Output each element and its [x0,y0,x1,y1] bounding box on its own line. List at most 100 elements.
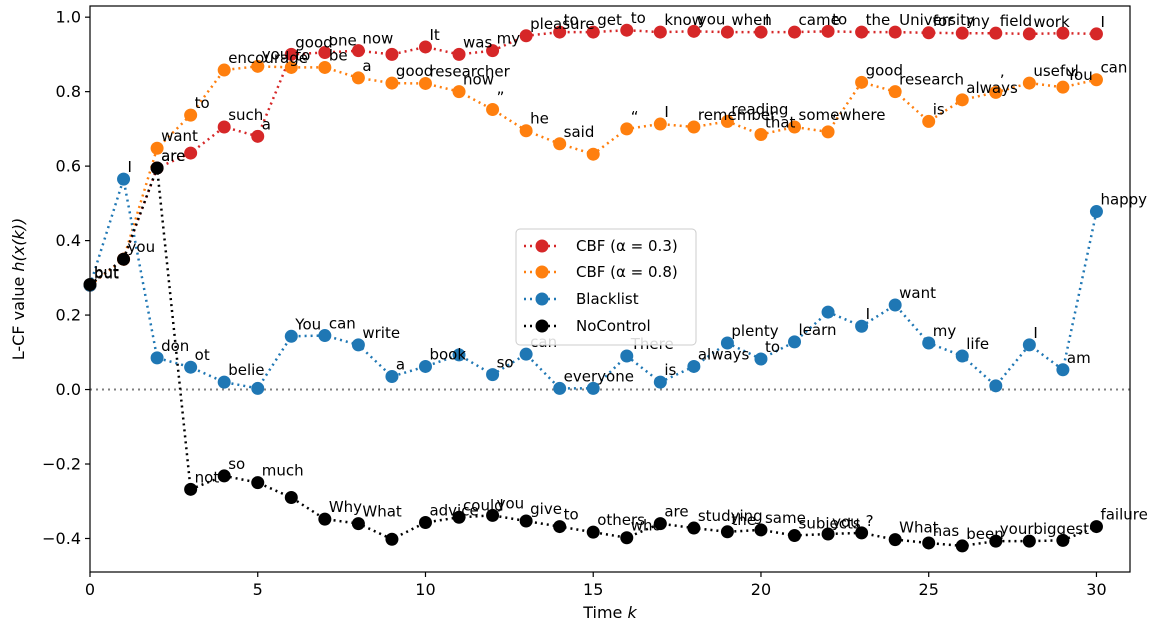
data-point [620,122,634,136]
data-point [553,137,567,151]
legend-entry-cbf-08: CBF (α = 0.8) [524,263,678,281]
data-point [553,520,567,534]
data-point [117,172,131,186]
data-point [989,85,1003,99]
point-word-label: always [966,79,1018,97]
data-point [855,25,869,39]
point-word-label: am [1067,349,1091,367]
data-point [217,375,231,389]
data-point [788,25,802,39]
x-axis-title-text: Time [582,603,627,622]
data-point [1056,26,1070,40]
point-word-label: the [731,511,756,529]
point-word-label: field [1000,12,1032,30]
data-point [217,120,231,134]
data-point [1022,76,1036,90]
point-word-label: subjects [799,515,861,533]
x-axis: 0 5 10 15 20 25 30 [85,572,1107,599]
data-point [653,25,667,39]
data-point [1089,520,1103,534]
point-word-label: I [1033,324,1037,342]
point-word-label: been [966,525,1004,543]
data-point [318,512,332,526]
data-point [553,381,567,395]
data-point [754,352,768,366]
data-point [922,336,936,350]
data-point [452,510,466,524]
y-tick-label: 0.4 [56,231,81,250]
plot-frame [89,5,1131,573]
point-word-label: he [530,110,549,128]
point-word-label: you [832,513,860,531]
data-point [888,298,902,312]
point-word-label: to [195,94,210,112]
data-point [418,515,432,529]
point-word-label: but [94,264,119,282]
data-point [1089,205,1103,219]
data-point [1056,80,1070,94]
data-point [955,26,969,40]
point-word-label: failure [1100,506,1147,524]
x-tick-label: 5 [253,580,263,599]
y-tick-label: −0.4 [42,529,81,548]
y-tick-label: 0.0 [56,380,81,399]
data-point [653,375,667,389]
point-word-label: encourage [228,49,308,67]
legend-label-cbf-08: CBF (α = 0.8) [576,263,678,281]
point-word-label: ’ [1000,71,1005,89]
data-point [955,539,969,553]
data-point [318,329,332,343]
data-point [452,47,466,61]
data-point [821,305,835,319]
point-word-label: remember [698,106,777,124]
point-word-label: pleasure [530,15,595,33]
data-point [888,85,902,99]
data-point [1056,533,1070,547]
data-point [284,47,298,61]
y-axis-title-math: h(x(k)) [9,218,28,272]
y-axis: −0.4 −0.2 0.0 0.2 0.4 0.6 0.8 1.0 [42,8,90,548]
data-point [720,114,734,128]
y-tick-label: −0.2 [42,455,81,474]
point-word-label: be [329,46,348,64]
data-point [486,368,500,382]
data-point [687,359,701,373]
data-point [418,76,432,90]
point-word-label: are [664,503,688,521]
point-word-label: What [362,503,402,521]
data-point [788,120,802,134]
point-word-label: so [497,354,514,372]
legend-label-cbf-03: CBF (α = 0.3) [576,237,678,255]
x-tick-label: 15 [583,580,603,599]
data-point [486,44,500,58]
data-point [519,514,533,528]
data-point [955,93,969,107]
point-word-label: advice [429,501,478,519]
data-point [418,359,432,373]
data-point [385,370,399,384]
y-tick-label: 0.2 [56,306,81,325]
point-word-label: good [396,62,433,80]
data-point [687,521,701,535]
point-word-label: has [933,522,960,540]
data-point [955,349,969,363]
point-word-label: I [1100,13,1104,31]
point-word-label: could [463,496,504,514]
legend-entry-nocontrol: NoControl [524,317,651,335]
data-point [754,25,768,39]
point-word-label: write [362,324,400,342]
legend-marker-blacklist [535,292,549,306]
data-point [519,29,533,43]
point-word-label: but [94,264,119,282]
data-point [519,124,533,138]
data-point [922,114,936,128]
point-word-label: to [564,506,579,524]
data-point [351,71,365,85]
x-axis-title-variable: k [627,603,637,622]
point-word-label: everyone [564,367,634,385]
data-point [385,76,399,90]
data-point [586,525,600,539]
data-point [184,108,198,122]
data-point [586,381,600,395]
point-word-label: others [597,511,645,529]
